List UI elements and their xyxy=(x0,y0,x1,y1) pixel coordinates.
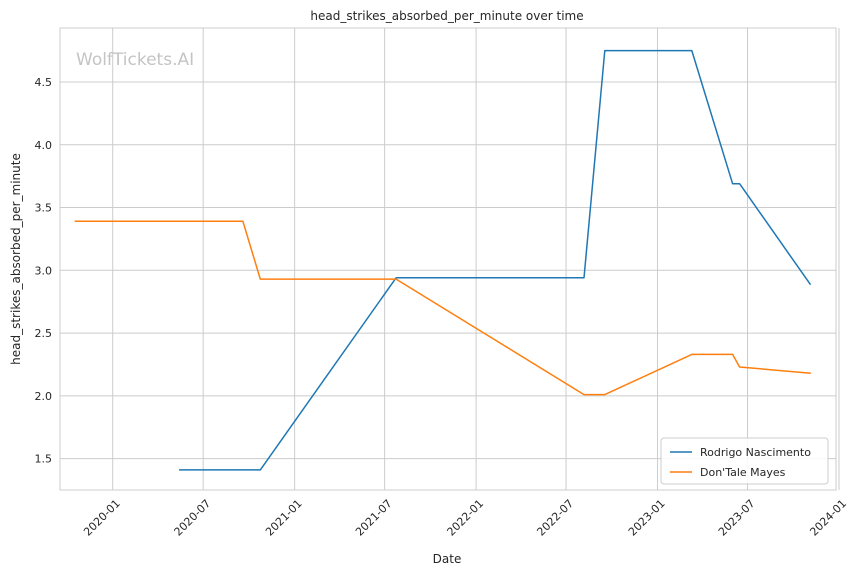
x-tick-label: 2020-07 xyxy=(172,497,214,539)
series-line-2 xyxy=(74,220,811,396)
x-axis-ticks: 2020-01 2020-07 2021-01 2021-07 2022-01 2022-… xyxy=(81,497,849,539)
x-tick-label: 2021-01 xyxy=(263,497,305,539)
x-tick-label: 2021-07 xyxy=(353,497,395,539)
y-tick-label: 3.5 xyxy=(35,202,53,215)
series-line-1 xyxy=(179,49,812,471)
x-tick-label: 2022-07 xyxy=(534,497,576,539)
plot-frame xyxy=(59,27,837,491)
y-tick-label: 3.0 xyxy=(35,264,53,277)
legend-label: Rodrigo Nascimento xyxy=(700,446,811,459)
y-tick-label: 4.0 xyxy=(35,139,53,152)
x-tick-label: 2023-01 xyxy=(626,497,668,539)
y-tick-label: 1.5 xyxy=(35,453,53,466)
x-tick-label: 2024-01 xyxy=(807,497,849,539)
series-lines xyxy=(74,49,812,471)
x-axis-label: Date xyxy=(433,552,462,566)
y-tick-label: 4.5 xyxy=(35,76,53,89)
y-axis-ticks: 1.5 2.0 2.5 3.0 3.5 4.0 4.5 xyxy=(35,76,53,466)
chart-title: head_strikes_absorbed_per_minute over ti… xyxy=(310,9,583,23)
grid-lines xyxy=(60,28,840,490)
x-tick-label: 2023-07 xyxy=(716,497,758,539)
x-tick-label: 2020-01 xyxy=(81,497,123,539)
y-axis-label: head_strikes_absorbed_per_minute xyxy=(9,153,23,365)
y-tick-label: 2.5 xyxy=(35,327,53,340)
legend-box xyxy=(660,437,829,485)
legend: Rodrigo Nascimento Don'Tale Mayes xyxy=(660,437,829,485)
legend-label: Don'Tale Mayes xyxy=(700,466,786,479)
x-tick-label: 2022-01 xyxy=(445,497,487,539)
y-tick-label: 2.0 xyxy=(35,390,53,403)
watermark: WolfTickets.AI xyxy=(76,50,194,70)
